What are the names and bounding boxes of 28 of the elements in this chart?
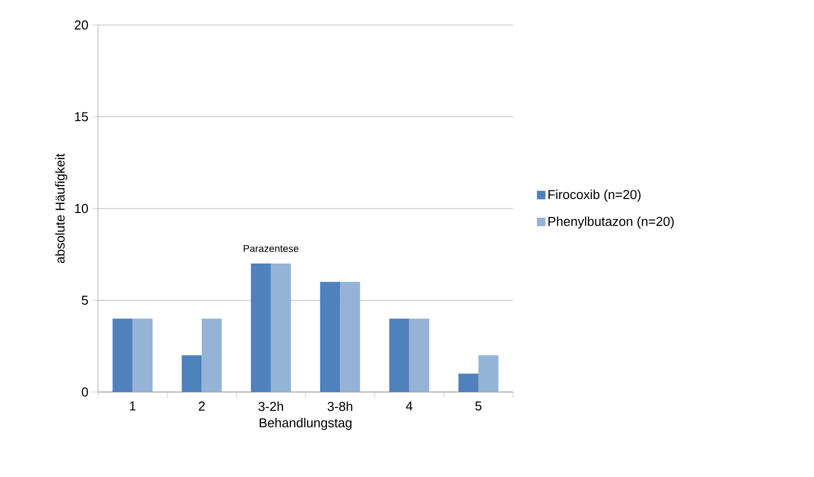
x-tick-label: 3-2h: [258, 402, 284, 412]
bar: [458, 374, 478, 392]
bar: [478, 355, 498, 392]
bar: [250, 264, 271, 392]
x-tick-label: 1: [130, 402, 136, 410]
bar: [202, 318, 222, 392]
bar: [270, 264, 291, 392]
x-tick-label: 5: [475, 402, 482, 411]
y-tick-label: 20: [74, 20, 88, 30]
y-tick-label: 0: [82, 387, 88, 397]
bar: [182, 355, 202, 392]
legend-label: Firocoxib (n=20): [548, 190, 641, 202]
x-axis-title: Behandlungstag: [260, 418, 352, 430]
x-tick-label: 4: [406, 402, 412, 410]
bar: [132, 318, 153, 392]
legend-label: Phenylbutazon (n=20): [548, 216, 674, 229]
y-tick-label: 15: [75, 112, 88, 122]
bar: [340, 282, 360, 392]
y-axis-title: absolute Häufigkeit: [55, 154, 68, 264]
bar: [409, 318, 430, 392]
y-tick-label: 10: [75, 204, 88, 214]
bar: [320, 282, 340, 392]
bar: [112, 318, 133, 392]
bar: [389, 318, 410, 392]
y-tick-label: 5: [82, 296, 88, 305]
annotation: Parazentese: [244, 245, 298, 252]
x-tick-label: 3-8h: [328, 402, 352, 412]
x-tick-label: 2: [198, 402, 205, 411]
